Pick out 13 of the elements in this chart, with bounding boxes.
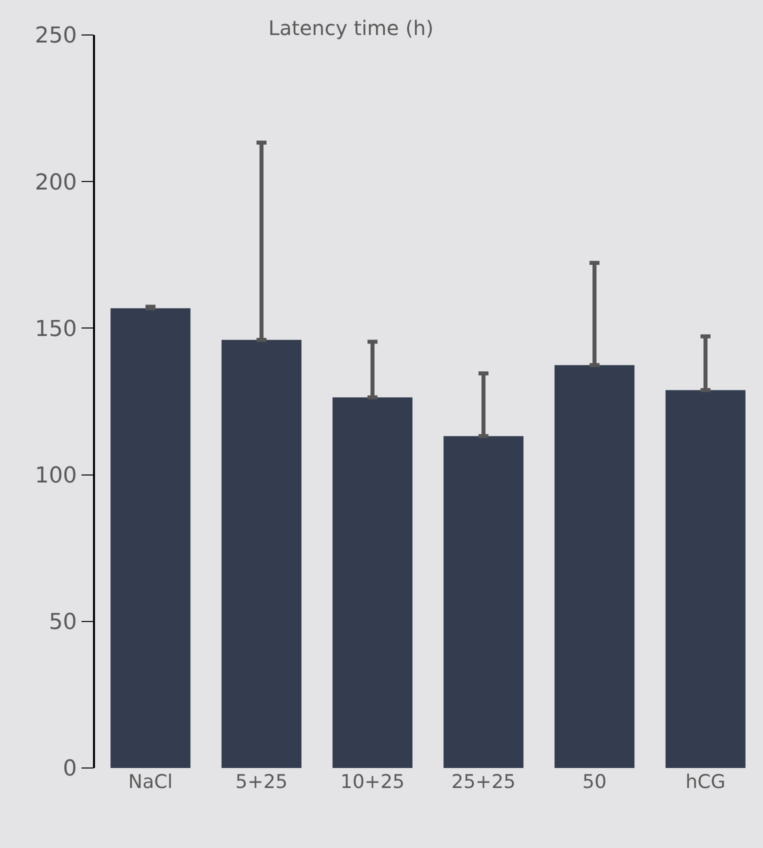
x-tick-label: 5+25 <box>235 771 288 793</box>
chart-title: Latency time (h) <box>268 16 434 40</box>
x-tick-label: hCG <box>685 771 726 793</box>
y-tick-label: 250 <box>34 24 77 49</box>
x-tick-label: NaCl <box>128 771 173 793</box>
x-tick-label: 25+25 <box>451 771 516 793</box>
y-tick-label: 50 <box>48 610 77 636</box>
x-tick-label: 10+25 <box>340 771 405 793</box>
y-tick-label: 200 <box>34 170 77 196</box>
y-tick-label: 150 <box>34 316 77 342</box>
y-tick-label: 100 <box>34 464 77 488</box>
y-tick-label: 0 <box>62 756 77 782</box>
x-tick-label: 50 <box>582 771 607 793</box>
